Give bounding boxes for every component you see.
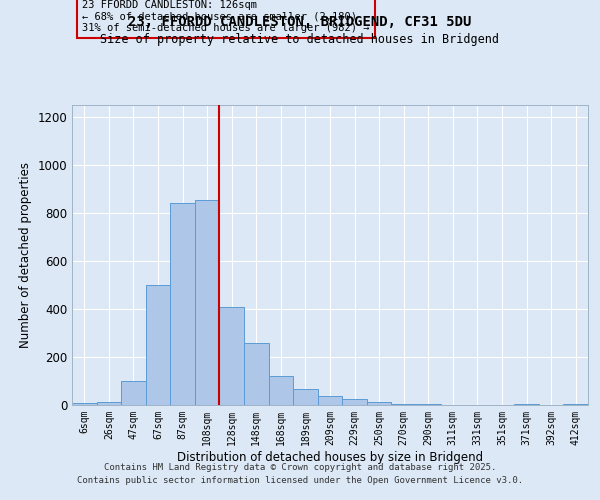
Text: 23, FFORDD CANDLESTON, BRIDGEND, CF31 5DU: 23, FFORDD CANDLESTON, BRIDGEND, CF31 5D… [128, 15, 472, 29]
X-axis label: Distribution of detached houses by size in Bridgend: Distribution of detached houses by size … [177, 450, 483, 464]
Bar [170, 204, 195, 405]
Bar [146, 285, 170, 405]
Bar [563, 404, 588, 405]
Bar [342, 399, 367, 405]
Bar [514, 404, 539, 405]
Bar [416, 404, 440, 405]
Bar [318, 396, 342, 405]
Bar [220, 306, 244, 405]
Bar [97, 402, 121, 405]
Bar [391, 404, 416, 405]
Text: Contains public sector information licensed under the Open Government Licence v3: Contains public sector information licen… [77, 476, 523, 485]
Text: Contains HM Land Registry data © Crown copyright and database right 2025.: Contains HM Land Registry data © Crown c… [104, 464, 496, 472]
Bar [293, 390, 318, 405]
Bar [244, 343, 269, 405]
Bar [72, 403, 97, 405]
Bar [367, 402, 391, 405]
Bar [195, 200, 220, 405]
Y-axis label: Number of detached properties: Number of detached properties [19, 162, 32, 348]
Bar [269, 376, 293, 405]
Text: Size of property relative to detached houses in Bridgend: Size of property relative to detached ho… [101, 32, 499, 46]
Text: 23 FFORDD CANDLESTON: 126sqm
← 68% of detached houses are smaller (2,180)
31% of: 23 FFORDD CANDLESTON: 126sqm ← 68% of de… [82, 0, 370, 33]
Bar [121, 381, 146, 405]
